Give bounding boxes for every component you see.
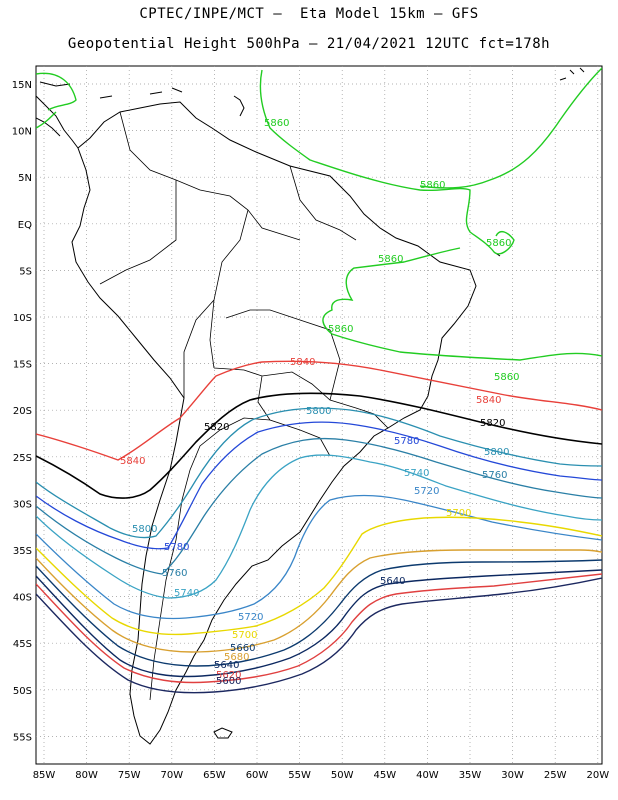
lon-tick-label: 65W	[203, 770, 226, 781]
label-5600-a: 5600	[216, 676, 241, 687]
lat-tick-label: 40S	[13, 593, 32, 604]
label-5720-a: 5720	[414, 486, 439, 497]
label-5760-a: 5760	[482, 470, 507, 481]
contour-5780	[36, 421, 602, 550]
label-5660-a: 5660	[230, 643, 255, 654]
label-5740-a: 5740	[404, 468, 429, 479]
contour-5620	[36, 573, 602, 684]
label-5840-a: 5840	[290, 357, 315, 368]
lat-tick-label: 15N	[12, 80, 32, 91]
chart-title-line1: CPTEC/INPE/MCT – Eta Model 15km – GFS	[139, 6, 479, 22]
contour-5740	[36, 454, 602, 599]
falkland-islands	[213, 727, 233, 739]
lat-tick-label: 15S	[13, 360, 32, 371]
map-frame	[35, 65, 603, 765]
lon-tick-label: 60W	[246, 770, 269, 781]
chart-title-line2: Geopotential Height 500hPa – 21/04/2021 …	[67, 36, 551, 52]
label-5780-a: 5780	[394, 436, 419, 447]
label-5860-a: 5860	[264, 118, 289, 129]
label-5860-e: 5860	[328, 324, 353, 335]
south-america-coastline	[71, 101, 477, 745]
lat-tick-label: EQ	[18, 220, 32, 231]
label-5820-b: 5820	[480, 418, 505, 429]
caribbean-islands	[39, 81, 245, 117]
lat-tick-label: 10S	[13, 313, 32, 324]
lon-tick-label: 70W	[160, 770, 183, 781]
contour-5600	[36, 577, 602, 694]
contour-5840	[36, 360, 602, 461]
label-5760-b: 5760	[162, 568, 187, 579]
axis-ticks: 15N 10N 5N EQ 5S 10S 15S 20S 25S 30S 35S 40S 45S 50S 5…	[12, 80, 609, 781]
label-5680-a: 5680	[224, 652, 249, 663]
lon-tick-label: 35W	[459, 770, 482, 781]
label-5640-a: 5640	[380, 576, 405, 587]
contour-5860	[36, 67, 602, 361]
contour-5660	[36, 559, 602, 667]
label-5800-c: 5800	[132, 524, 157, 535]
lat-tick-label: 25S	[13, 453, 32, 464]
label-5860-f: 5860	[494, 372, 519, 383]
label-5620-a: 5620	[216, 670, 241, 681]
contour-5640	[36, 569, 602, 678]
contour-5700	[36, 516, 602, 636]
label-5820-a: 5820	[204, 422, 229, 433]
lat-tick-label: 55S	[13, 732, 32, 743]
label-5840-b: 5840	[476, 395, 501, 406]
lon-tick-label: 75W	[118, 770, 141, 781]
label-5860-b: 5860	[420, 180, 445, 191]
contour-5680	[36, 549, 602, 653]
central-america-coastline	[36, 95, 79, 149]
label-5860-c: 5860	[486, 238, 511, 249]
lon-tick-label: 30W	[501, 770, 524, 781]
contour-labels: 5860 5860 5860 5860 5860 5860 5840 5840 …	[120, 118, 519, 687]
lon-tick-label: 40W	[416, 770, 439, 781]
lat-tick-label: 5N	[18, 173, 32, 184]
label-5800-b: 5800	[484, 447, 509, 458]
contour-5820	[36, 392, 602, 499]
lat-tick-label: 30S	[13, 499, 32, 510]
label-5840-c: 5840	[120, 456, 145, 467]
contour-5800	[36, 407, 602, 539]
lat-tick-label: 20S	[13, 406, 32, 417]
lat-tick-label: 45S	[13, 639, 32, 650]
lon-tick-label: 55W	[288, 770, 311, 781]
label-5780-b: 5780	[164, 542, 189, 553]
contour-5760	[36, 437, 602, 575]
lon-tick-label: 50W	[331, 770, 354, 781]
lat-tick-label: 35S	[13, 546, 32, 557]
label-5700-b: 5700	[232, 630, 257, 641]
label-5860-d: 5860	[378, 254, 403, 265]
lon-tick-label: 45W	[373, 770, 396, 781]
label-5800-a: 5800	[306, 406, 331, 417]
label-5720-b: 5720	[238, 612, 263, 623]
lon-tick-label: 85W	[33, 770, 56, 781]
lon-tick-label: 25W	[544, 770, 567, 781]
label-5740-b: 5740	[174, 588, 199, 599]
label-5640-b: 5640	[214, 660, 239, 671]
lat-tick-label: 10N	[12, 127, 32, 138]
lat-tick-label: 50S	[13, 686, 32, 697]
label-5700-a: 5700	[446, 508, 471, 519]
lat-tick-label: 5S	[19, 266, 32, 277]
grid-lines	[36, 66, 602, 764]
lon-tick-label: 80W	[75, 770, 98, 781]
lon-tick-label: 20W	[586, 770, 609, 781]
atlantic-islands	[493, 67, 585, 257]
